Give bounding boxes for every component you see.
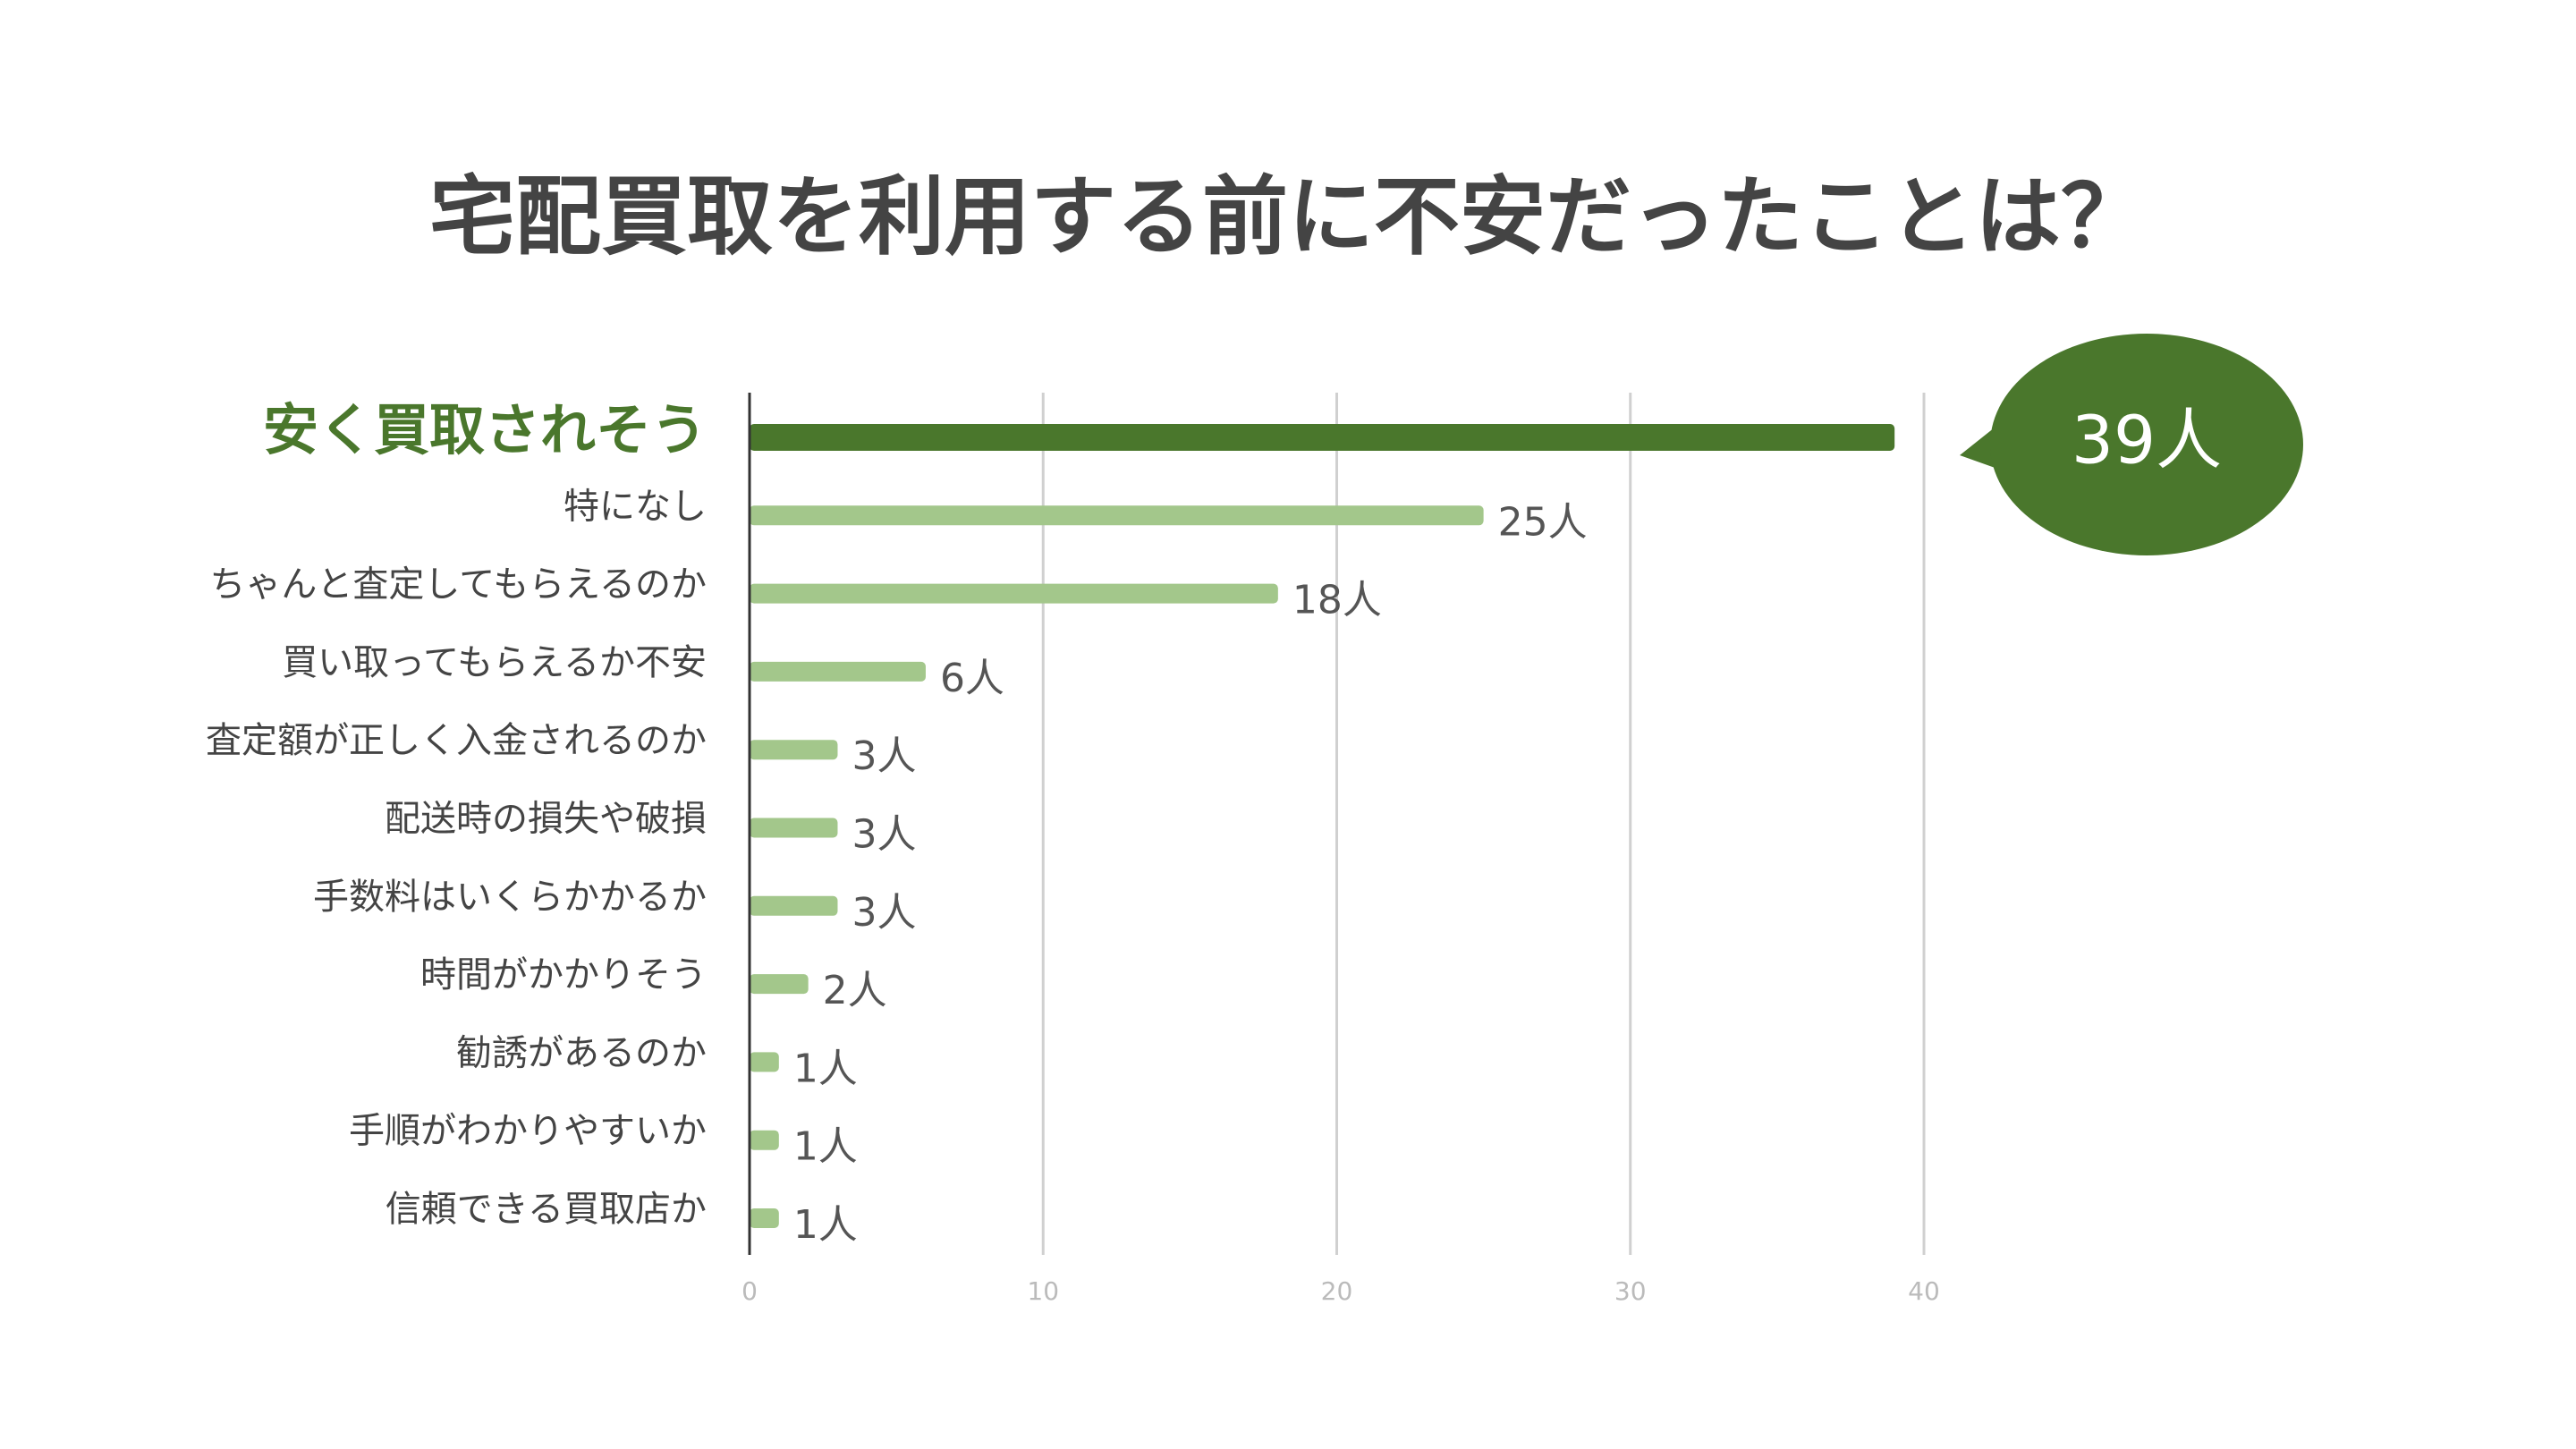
x-tick-label: 40 bbox=[1908, 1276, 1940, 1306]
bar bbox=[750, 740, 838, 760]
bar bbox=[750, 818, 838, 838]
value-label: 39人 bbox=[2072, 402, 2222, 479]
value-label: 6人 bbox=[940, 656, 1004, 701]
x-tick-label: 30 bbox=[1614, 1276, 1647, 1306]
category-label: ちゃんと査定してもらえるのか bbox=[209, 564, 707, 606]
value-label: 3人 bbox=[852, 812, 916, 858]
value-label: 1人 bbox=[793, 1124, 858, 1170]
value-label: 18人 bbox=[1292, 578, 1382, 623]
value-label: 25人 bbox=[1498, 499, 1588, 545]
value-label: 3人 bbox=[852, 890, 916, 936]
bar bbox=[750, 583, 1278, 604]
value-label: 3人 bbox=[852, 733, 916, 779]
bar bbox=[750, 1130, 779, 1150]
value-label: 2人 bbox=[823, 968, 887, 1013]
value-label: 1人 bbox=[793, 1046, 858, 1091]
category-label: 手数料はいくらかかるか bbox=[313, 877, 707, 918]
category-label: 信頼できる買取店か bbox=[386, 1189, 707, 1230]
chart-title: 宅配買取を利用する前に不安だったことは？ bbox=[429, 166, 2147, 267]
value-label: 1人 bbox=[793, 1202, 858, 1248]
bar bbox=[750, 974, 809, 995]
category-label: 安く買取されそう bbox=[263, 397, 707, 462]
bar bbox=[750, 505, 1484, 526]
category-label: 配送時の損失や破損 bbox=[385, 799, 707, 840]
category-label: 時間がかかりそう bbox=[420, 954, 707, 996]
callout-bubble bbox=[1990, 334, 2303, 555]
bar bbox=[750, 661, 926, 682]
x-tick-label: 20 bbox=[1321, 1276, 1353, 1306]
x-tick-label: 0 bbox=[741, 1276, 758, 1306]
bar bbox=[750, 895, 838, 916]
bar bbox=[750, 424, 1895, 451]
category-label: 特になし bbox=[564, 486, 707, 527]
bar bbox=[750, 1052, 779, 1072]
bar bbox=[750, 1208, 779, 1228]
category-label: 勧誘があるのか bbox=[456, 1032, 707, 1073]
x-tick-label: 10 bbox=[1027, 1276, 1059, 1306]
category-label: 査定額が正しく入金されるのか bbox=[206, 720, 707, 761]
category-label: 手順がわかりやすいか bbox=[349, 1111, 707, 1152]
category-label: 買い取ってもらえるか不安 bbox=[282, 642, 707, 683]
